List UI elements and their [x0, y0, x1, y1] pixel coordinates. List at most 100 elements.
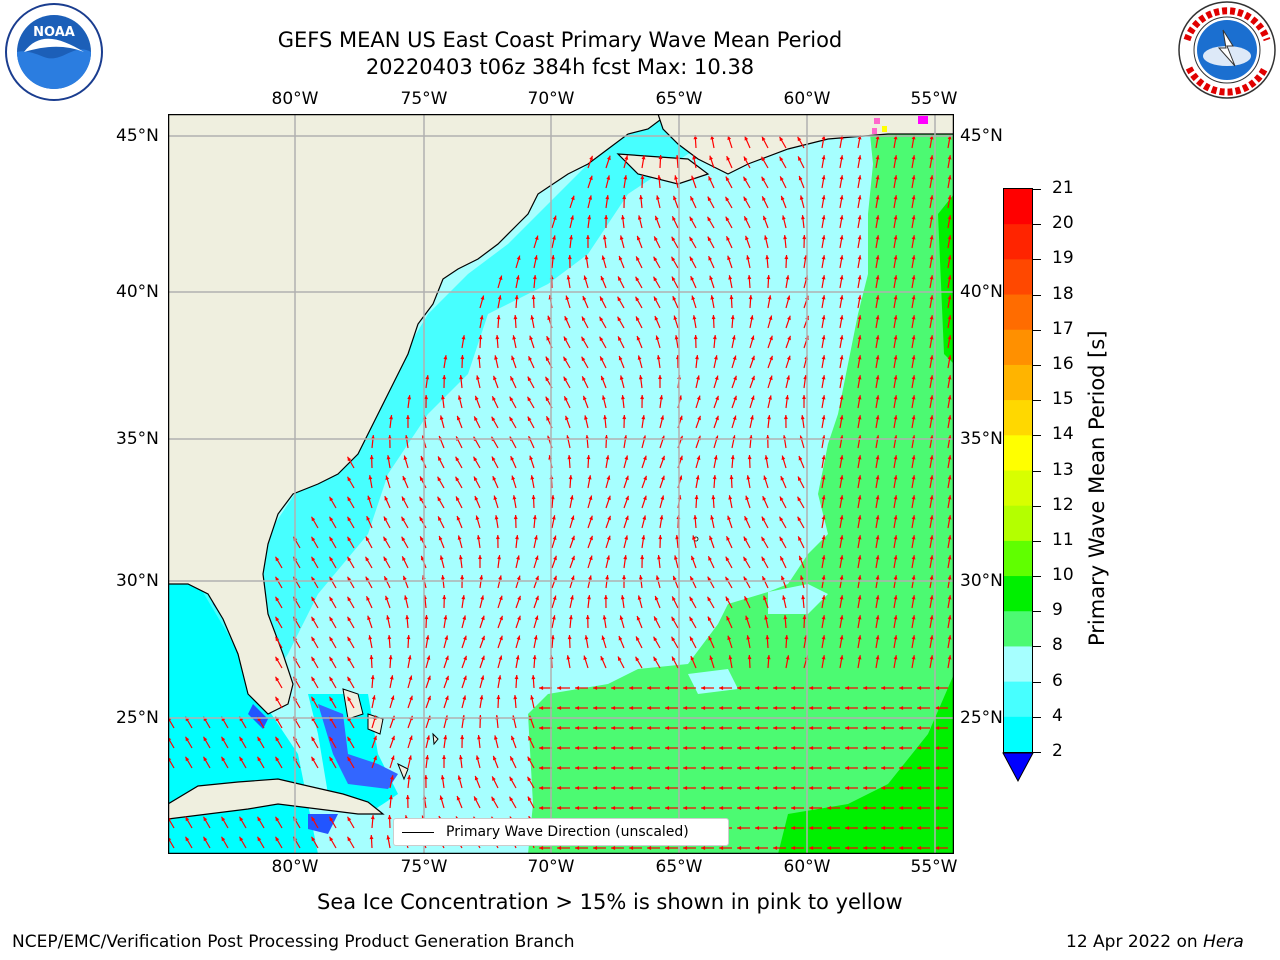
- wave-arrow-head: [839, 235, 844, 240]
- colorbar-tick-label: 21: [1052, 178, 1074, 198]
- wave-arrow-head: [583, 395, 587, 401]
- wave-arrow-head: [899, 686, 904, 690]
- wave-arrow-head: [618, 276, 622, 281]
- wave-arrow-head: [809, 806, 814, 810]
- colorbar-tick-mark: [1033, 611, 1041, 613]
- wave-arrow-head: [798, 175, 803, 181]
- wave-arrow-head: [509, 796, 514, 802]
- wave-arrow-head: [588, 575, 592, 580]
- wave-arrow-head: [480, 675, 485, 680]
- wave-arrow-head: [783, 415, 788, 420]
- colorbar-cell: [1004, 505, 1032, 542]
- wave-arrow-head: [600, 356, 604, 361]
- wave-arrow-head: [863, 786, 868, 790]
- wave-arrow-head: [611, 746, 616, 750]
- wave-arrow-head: [899, 746, 904, 750]
- wave-arrow-head: [552, 215, 557, 221]
- wave-arrow-head: [719, 726, 724, 730]
- wave-arrow-head: [947, 255, 952, 260]
- wave-arrow-head: [746, 475, 751, 480]
- wave-arrow-head: [532, 515, 537, 520]
- wave-arrow-head: [477, 355, 482, 360]
- wave-arrow-head: [582, 376, 586, 381]
- wave-arrow-head: [691, 175, 695, 181]
- wave-arrow-head: [438, 516, 442, 521]
- wave-arrow-head: [311, 636, 316, 642]
- wave-arrow-head: [875, 395, 880, 400]
- wave-arrow-head: [727, 635, 732, 641]
- wave-arrow-head: [714, 355, 718, 360]
- wave-arrow-head: [784, 255, 789, 260]
- wave-arrow-head: [563, 376, 568, 382]
- wave-arrow-head: [839, 255, 844, 260]
- wave-arrow-head: [821, 415, 826, 420]
- wave-arrow-head: [654, 236, 658, 241]
- wave-arrow-head: [257, 756, 262, 762]
- wave-arrow-head: [732, 415, 737, 421]
- wave-arrow-head: [707, 216, 712, 222]
- wave-arrow-head: [737, 786, 742, 790]
- wave-arrow-head: [672, 296, 677, 301]
- wave-arrow-head: [480, 595, 485, 600]
- wave-arrow-head: [347, 476, 352, 482]
- wave-arrow-head: [478, 335, 483, 340]
- wave-arrow-head: [311, 656, 316, 662]
- wave-arrow-head: [620, 215, 625, 220]
- wave-arrow-head: [893, 215, 898, 220]
- wave-arrow-head: [821, 335, 826, 340]
- wave-arrow-head: [744, 516, 749, 521]
- wave-arrow-head: [529, 455, 534, 461]
- wave-arrow-head: [761, 516, 766, 522]
- wave-arrow-head: [875, 475, 880, 480]
- wave-arrow-head: [839, 495, 844, 500]
- wave-arrow-head: [408, 675, 413, 680]
- wave-arrow-head: [513, 695, 518, 700]
- wave-arrow-head: [329, 576, 334, 582]
- wave-arrow-head: [566, 655, 571, 660]
- wave-arrow-head: [640, 395, 645, 400]
- wave-arrow-head: [712, 475, 717, 480]
- wave-arrow-head: [689, 216, 694, 222]
- wave-arrow-head: [311, 696, 316, 702]
- wave-arrow-head: [509, 776, 514, 782]
- wave-arrow-head: [911, 235, 916, 240]
- wave-arrow-head: [479, 575, 484, 580]
- wave-arrow-head: [839, 195, 844, 200]
- wave-arrow-head: [786, 375, 791, 380]
- wave-arrow-head: [821, 655, 826, 660]
- wave-arrow-head: [875, 495, 880, 500]
- wave-arrow-head: [733, 375, 737, 381]
- wave-arrow-head: [617, 296, 622, 302]
- wave-arrow-head: [480, 295, 485, 300]
- wave-arrow-head: [221, 736, 226, 742]
- wave-arrow-head: [727, 515, 731, 521]
- wave-arrow-head: [827, 846, 832, 850]
- wave-arrow-head: [929, 495, 934, 500]
- wave-arrow-head: [701, 686, 706, 690]
- wave-arrow-head: [749, 315, 754, 320]
- wave-arrow-head: [857, 175, 862, 180]
- wave-arrow-head: [935, 846, 940, 850]
- wave-arrow-head: [929, 255, 934, 260]
- wave-arrow-head: [660, 495, 665, 500]
- wave-arrow-head: [551, 515, 556, 520]
- wave-arrow-head: [401, 516, 406, 522]
- wave-arrow-head: [620, 595, 625, 600]
- wave-arrow-head: [654, 616, 658, 621]
- wave-arrow-head: [618, 255, 623, 261]
- wave-arrow-head: [769, 355, 773, 361]
- wave-arrow-head: [911, 495, 916, 500]
- region-2-4s: [318, 704, 398, 789]
- wave-arrow-head: [498, 595, 503, 601]
- wave-arrow-head: [444, 635, 449, 640]
- wave-arrow-head: [917, 826, 922, 830]
- wave-arrow-head: [839, 395, 844, 400]
- wave-arrow-head: [636, 615, 641, 621]
- wave-arrow-head: [899, 846, 904, 850]
- wave-arrow-head: [495, 535, 500, 540]
- wave-arrow-head: [798, 555, 803, 561]
- wave-arrow-head: [746, 255, 750, 260]
- colorbar-tick-label: 16: [1052, 353, 1074, 374]
- wave-arrow-head: [857, 635, 862, 640]
- wave-arrow-head: [875, 235, 880, 240]
